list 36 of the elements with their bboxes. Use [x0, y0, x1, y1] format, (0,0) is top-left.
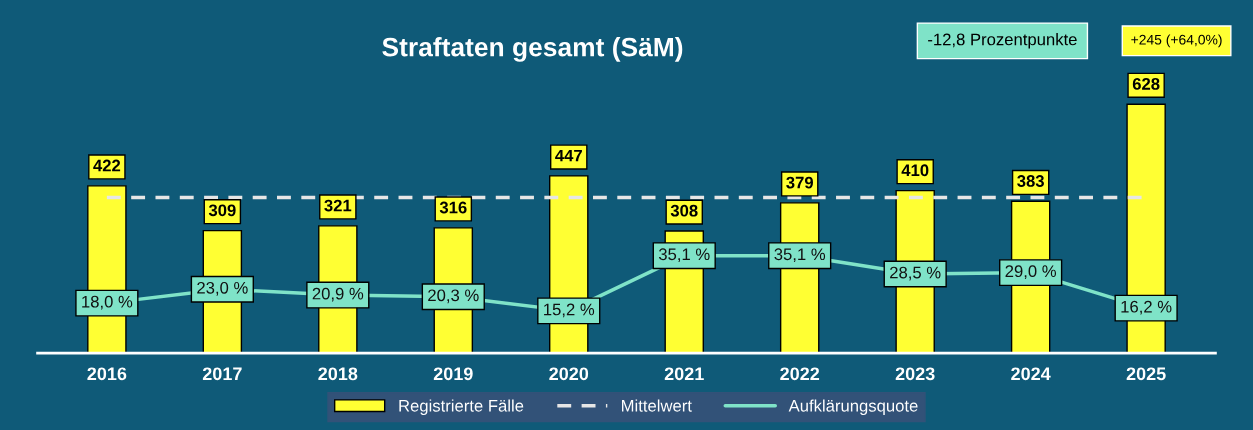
- data-label: 628: [1132, 78, 1160, 90]
- x-tick-label: 2025: [1126, 367, 1166, 381]
- data-label: 308: [670, 204, 698, 217]
- x-tick-label: 2024: [1011, 367, 1051, 381]
- text: Straftaten gesamt (SäM): [382, 37, 683, 62]
- data-label: 18,0 %: [82, 295, 133, 310]
- data-label: 410: [901, 164, 929, 177]
- data-label: 309: [208, 204, 236, 217]
- x-tick-label: 2019: [433, 367, 473, 381]
- data-label: 422: [93, 159, 121, 172]
- legend-label: Registrierte Fälle: [399, 399, 524, 415]
- x-tick-label: 2022: [780, 367, 820, 381]
- x-tick-label: 2017: [202, 367, 242, 381]
- data-label: 35,1 %: [658, 248, 710, 263]
- x-tick-label: 2020: [549, 367, 589, 381]
- data-label: 16,2 %: [1121, 300, 1172, 315]
- legend-label: Mittelwert: [622, 399, 692, 412]
- data-label: 35,1 %: [774, 248, 826, 263]
- x-tick-label: 2021: [664, 367, 704, 381]
- data-label: 29,0 %: [1005, 265, 1057, 280]
- data-label: 23,0 %: [197, 281, 248, 296]
- data-label: 379: [786, 176, 813, 189]
- legend-label: Aufklärungsquote: [788, 399, 918, 415]
- data-label: 383: [1017, 175, 1044, 187]
- data-label: 321: [324, 199, 352, 212]
- data-label: 316: [439, 201, 467, 214]
- data-label: 28,5 %: [890, 266, 941, 281]
- data-label: 20,9 %: [312, 287, 364, 302]
- x-tick-label: 2016: [87, 367, 127, 381]
- data-label: 447: [555, 149, 582, 162]
- annotation: +245 (+64,0%): [1131, 34, 1222, 48]
- x-tick-label: 2023: [895, 367, 935, 381]
- data-label: 15,2 %: [544, 303, 595, 318]
- x-tick-label: 2018: [318, 367, 358, 381]
- annotation: -12,8 Prozentpunkte: [928, 33, 1077, 49]
- data-label: 20,3 %: [428, 289, 479, 304]
